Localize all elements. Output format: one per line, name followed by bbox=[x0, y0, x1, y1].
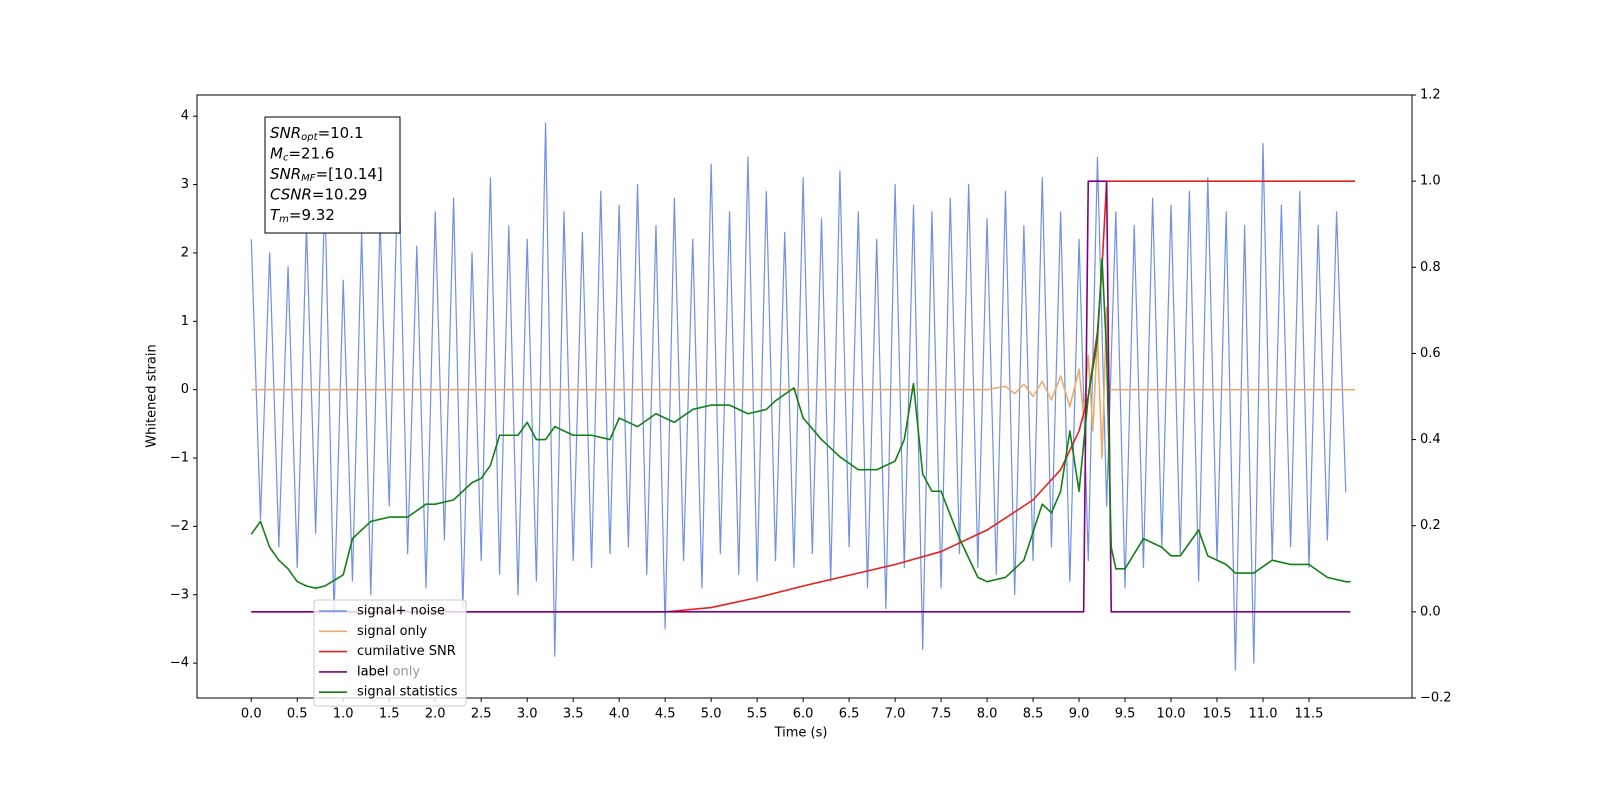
annotation-var: CSNR bbox=[270, 185, 312, 203]
y-tick-label: 4 bbox=[181, 109, 189, 124]
y-tick-label: −2 bbox=[170, 519, 189, 534]
annotation-sub: MF bbox=[301, 173, 316, 184]
annotation-sub: opt bbox=[301, 132, 318, 143]
annotation-text: =21.6 bbox=[288, 144, 334, 162]
annotation-var: SNR bbox=[270, 165, 301, 183]
x-tick-label: 6.0 bbox=[793, 707, 814, 722]
series-line bbox=[250, 257, 1351, 589]
x-axis-label: Time (s) bbox=[774, 726, 828, 741]
y2-tick-label: −0.2 bbox=[1420, 691, 1452, 706]
x-tick-label: 7.5 bbox=[931, 707, 952, 722]
y-tick-label: 0 bbox=[181, 382, 189, 397]
x-tick-label: 2.0 bbox=[425, 707, 446, 722]
x-tick-label: 0.5 bbox=[287, 707, 308, 722]
y2-tick-label: 0.8 bbox=[1420, 260, 1441, 275]
x-tick-label: 5.0 bbox=[701, 707, 722, 722]
x-tick-label: 9.5 bbox=[1115, 707, 1136, 722]
x-tick-label: 4.5 bbox=[655, 707, 676, 722]
y2-tick-label: 0.2 bbox=[1420, 518, 1441, 533]
legend-label: signal statistics bbox=[357, 685, 458, 700]
annotation-sub: c bbox=[283, 153, 289, 164]
y2-tick-label: 1.2 bbox=[1420, 88, 1441, 103]
x-tick-label: 8.5 bbox=[1023, 707, 1044, 722]
y-axis-label: Whitened strain bbox=[145, 344, 160, 447]
annotation-var: M bbox=[270, 144, 283, 162]
annotation-box bbox=[264, 116, 401, 234]
y-tick-label: −3 bbox=[170, 587, 189, 602]
x-tick-label: 5.5 bbox=[747, 707, 768, 722]
legend-label: signal only bbox=[357, 624, 427, 639]
annotation-text: =9.32 bbox=[289, 206, 335, 224]
annotation: SNRMF=[10.14] bbox=[270, 165, 383, 185]
y-tick-label: 3 bbox=[181, 177, 189, 192]
y-tick-label: −4 bbox=[170, 656, 189, 671]
x-tick-label: 10.0 bbox=[1157, 707, 1186, 722]
plot-frame bbox=[196, 94, 1413, 699]
x-tick-label: 9.0 bbox=[1069, 707, 1090, 722]
annotation: SNRopt=10.1 bbox=[270, 124, 364, 144]
annotation: Mc=21.6 bbox=[270, 144, 334, 164]
x-tick-label: 3.0 bbox=[517, 707, 538, 722]
annotation-text: =10.29 bbox=[312, 185, 368, 203]
y2-tick-label: 0.6 bbox=[1420, 346, 1441, 361]
legend-box bbox=[313, 599, 467, 707]
annotation-var: SNR bbox=[270, 124, 301, 142]
x-tick-label: 1.5 bbox=[379, 707, 400, 722]
annotation-sub: m bbox=[279, 214, 289, 225]
y2-tick-label: 0.0 bbox=[1420, 604, 1441, 619]
x-tick-label: 6.5 bbox=[839, 707, 860, 722]
annotation-var: T bbox=[270, 206, 281, 224]
legend-label: cumilative SNR bbox=[357, 644, 456, 659]
x-tick-label: 3.5 bbox=[563, 707, 584, 722]
x-tick-label: 4.0 bbox=[609, 707, 630, 722]
x-tick-label: 11.5 bbox=[1295, 707, 1324, 722]
x-tick-label: 7.0 bbox=[885, 707, 906, 722]
series-line bbox=[250, 122, 1347, 671]
x-tick-label: 10.5 bbox=[1203, 707, 1232, 722]
x-tick-label: 1.0 bbox=[333, 707, 354, 722]
annotation: CSNR=10.29 bbox=[270, 185, 367, 203]
legend-label: signal+ noise bbox=[357, 604, 445, 619]
series-line bbox=[251, 180, 1351, 613]
y-tick-label: −1 bbox=[170, 451, 189, 466]
y-tick-label: 1 bbox=[181, 314, 189, 329]
legend-label: label bbox=[357, 664, 388, 679]
x-tick-label: 2.5 bbox=[471, 707, 492, 722]
y-tick-label: 2 bbox=[181, 245, 189, 260]
x-tick-label: 11.0 bbox=[1249, 707, 1278, 722]
annotation-text: =[10.14] bbox=[316, 165, 383, 183]
y2-tick-label: 1.0 bbox=[1420, 174, 1441, 189]
annotation-text: =10.1 bbox=[318, 124, 364, 142]
y2-tick-label: 0.4 bbox=[1420, 432, 1441, 447]
series-line bbox=[251, 306, 1355, 459]
annotation: Tm=9.32 bbox=[270, 206, 335, 226]
x-tick-label: 8.0 bbox=[977, 707, 998, 722]
legend-hidden-text: label only bbox=[357, 665, 420, 680]
x-tick-label: 0.0 bbox=[241, 707, 262, 722]
